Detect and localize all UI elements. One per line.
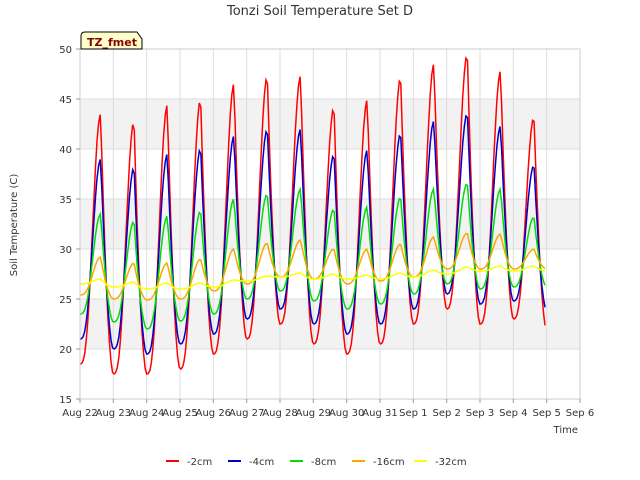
series-line-32cm (80, 265, 546, 290)
legend-label: -32cm (435, 457, 467, 468)
x-tick-label: Aug 30 (329, 408, 364, 419)
plot-frame (79, 48, 581, 400)
y-tick-label: 15 (59, 395, 72, 406)
x-tick-label: Sep 6 (566, 408, 594, 419)
site-label-box: TZ_fmet (80, 31, 143, 50)
x-tick-label: Aug 31 (362, 408, 397, 419)
legend-item-32cm: -32cm (414, 457, 467, 468)
legend-item-2cm: -2cm (166, 457, 212, 468)
y-tick-label: 35 (59, 195, 72, 206)
legend-label: -8cm (311, 457, 336, 468)
y-tick-label: 20 (59, 345, 72, 356)
legend-label: -2cm (187, 457, 212, 468)
x-tick-label: Aug 25 (162, 408, 197, 419)
chart-title: Tonzi Soil Temperature Set D (226, 4, 413, 19)
y-tick-label: 25 (59, 295, 72, 306)
legend-label: -16cm (373, 457, 405, 468)
x-tick-label: Sep 1 (399, 408, 427, 419)
x-tick-label: Sep 2 (432, 408, 460, 419)
x-tick-label: Aug 29 (296, 408, 331, 419)
x-tick-label: Sep 5 (532, 408, 560, 419)
legend: -2cm -4cm -8cm -16cm -32cm (166, 457, 467, 468)
site-label: TZ_fmet (87, 36, 137, 49)
y-axis-ticks: 15 20 25 30 35 40 45 50 (59, 45, 80, 406)
plot-band (80, 299, 580, 349)
y-tick-label: 50 (59, 45, 72, 56)
legend-item-4cm: -4cm (228, 457, 274, 468)
y-tick-label: 40 (59, 145, 72, 156)
y-tick-label: 45 (59, 95, 72, 106)
x-tick-label: Aug 22 (62, 408, 97, 419)
x-tick-label: Sep 4 (499, 408, 527, 419)
site-label-frame (80, 31, 143, 50)
series-layer (79, 56, 546, 376)
legend-label: -4cm (249, 457, 274, 468)
x-tick-label: Aug 28 (262, 408, 297, 419)
x-tick-label: Aug 27 (229, 408, 264, 419)
y-axis-label: Soil Temperature (C) (9, 174, 20, 277)
x-tick-label: Aug 24 (129, 408, 164, 419)
series-line-4cm (79, 114, 546, 355)
x-axis-label: Time (553, 425, 578, 436)
plot-band (80, 349, 580, 399)
plot-border (79, 48, 581, 400)
legend-item-8cm: -8cm (290, 457, 336, 468)
x-tick-label: Aug 23 (96, 408, 131, 419)
x-tick-label: Sep 3 (466, 408, 494, 419)
x-tick-label: Aug 26 (196, 408, 231, 419)
legend-item-16cm: -16cm (352, 457, 405, 468)
plot-band (80, 49, 580, 99)
y-tick-label: 30 (59, 245, 72, 256)
